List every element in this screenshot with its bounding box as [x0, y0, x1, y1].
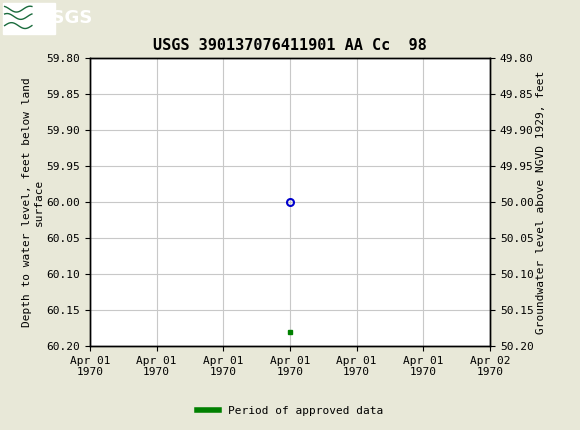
Bar — [3, 3, 55, 34]
Y-axis label: Groundwater level above NGVD 1929, feet: Groundwater level above NGVD 1929, feet — [536, 71, 546, 334]
Title: USGS 390137076411901 AA Cc  98: USGS 390137076411901 AA Cc 98 — [153, 38, 427, 53]
Y-axis label: Depth to water level, feet below land
surface: Depth to water level, feet below land su… — [22, 77, 44, 327]
Text: USGS: USGS — [38, 9, 93, 27]
Legend: Period of approved data: Period of approved data — [193, 401, 387, 420]
